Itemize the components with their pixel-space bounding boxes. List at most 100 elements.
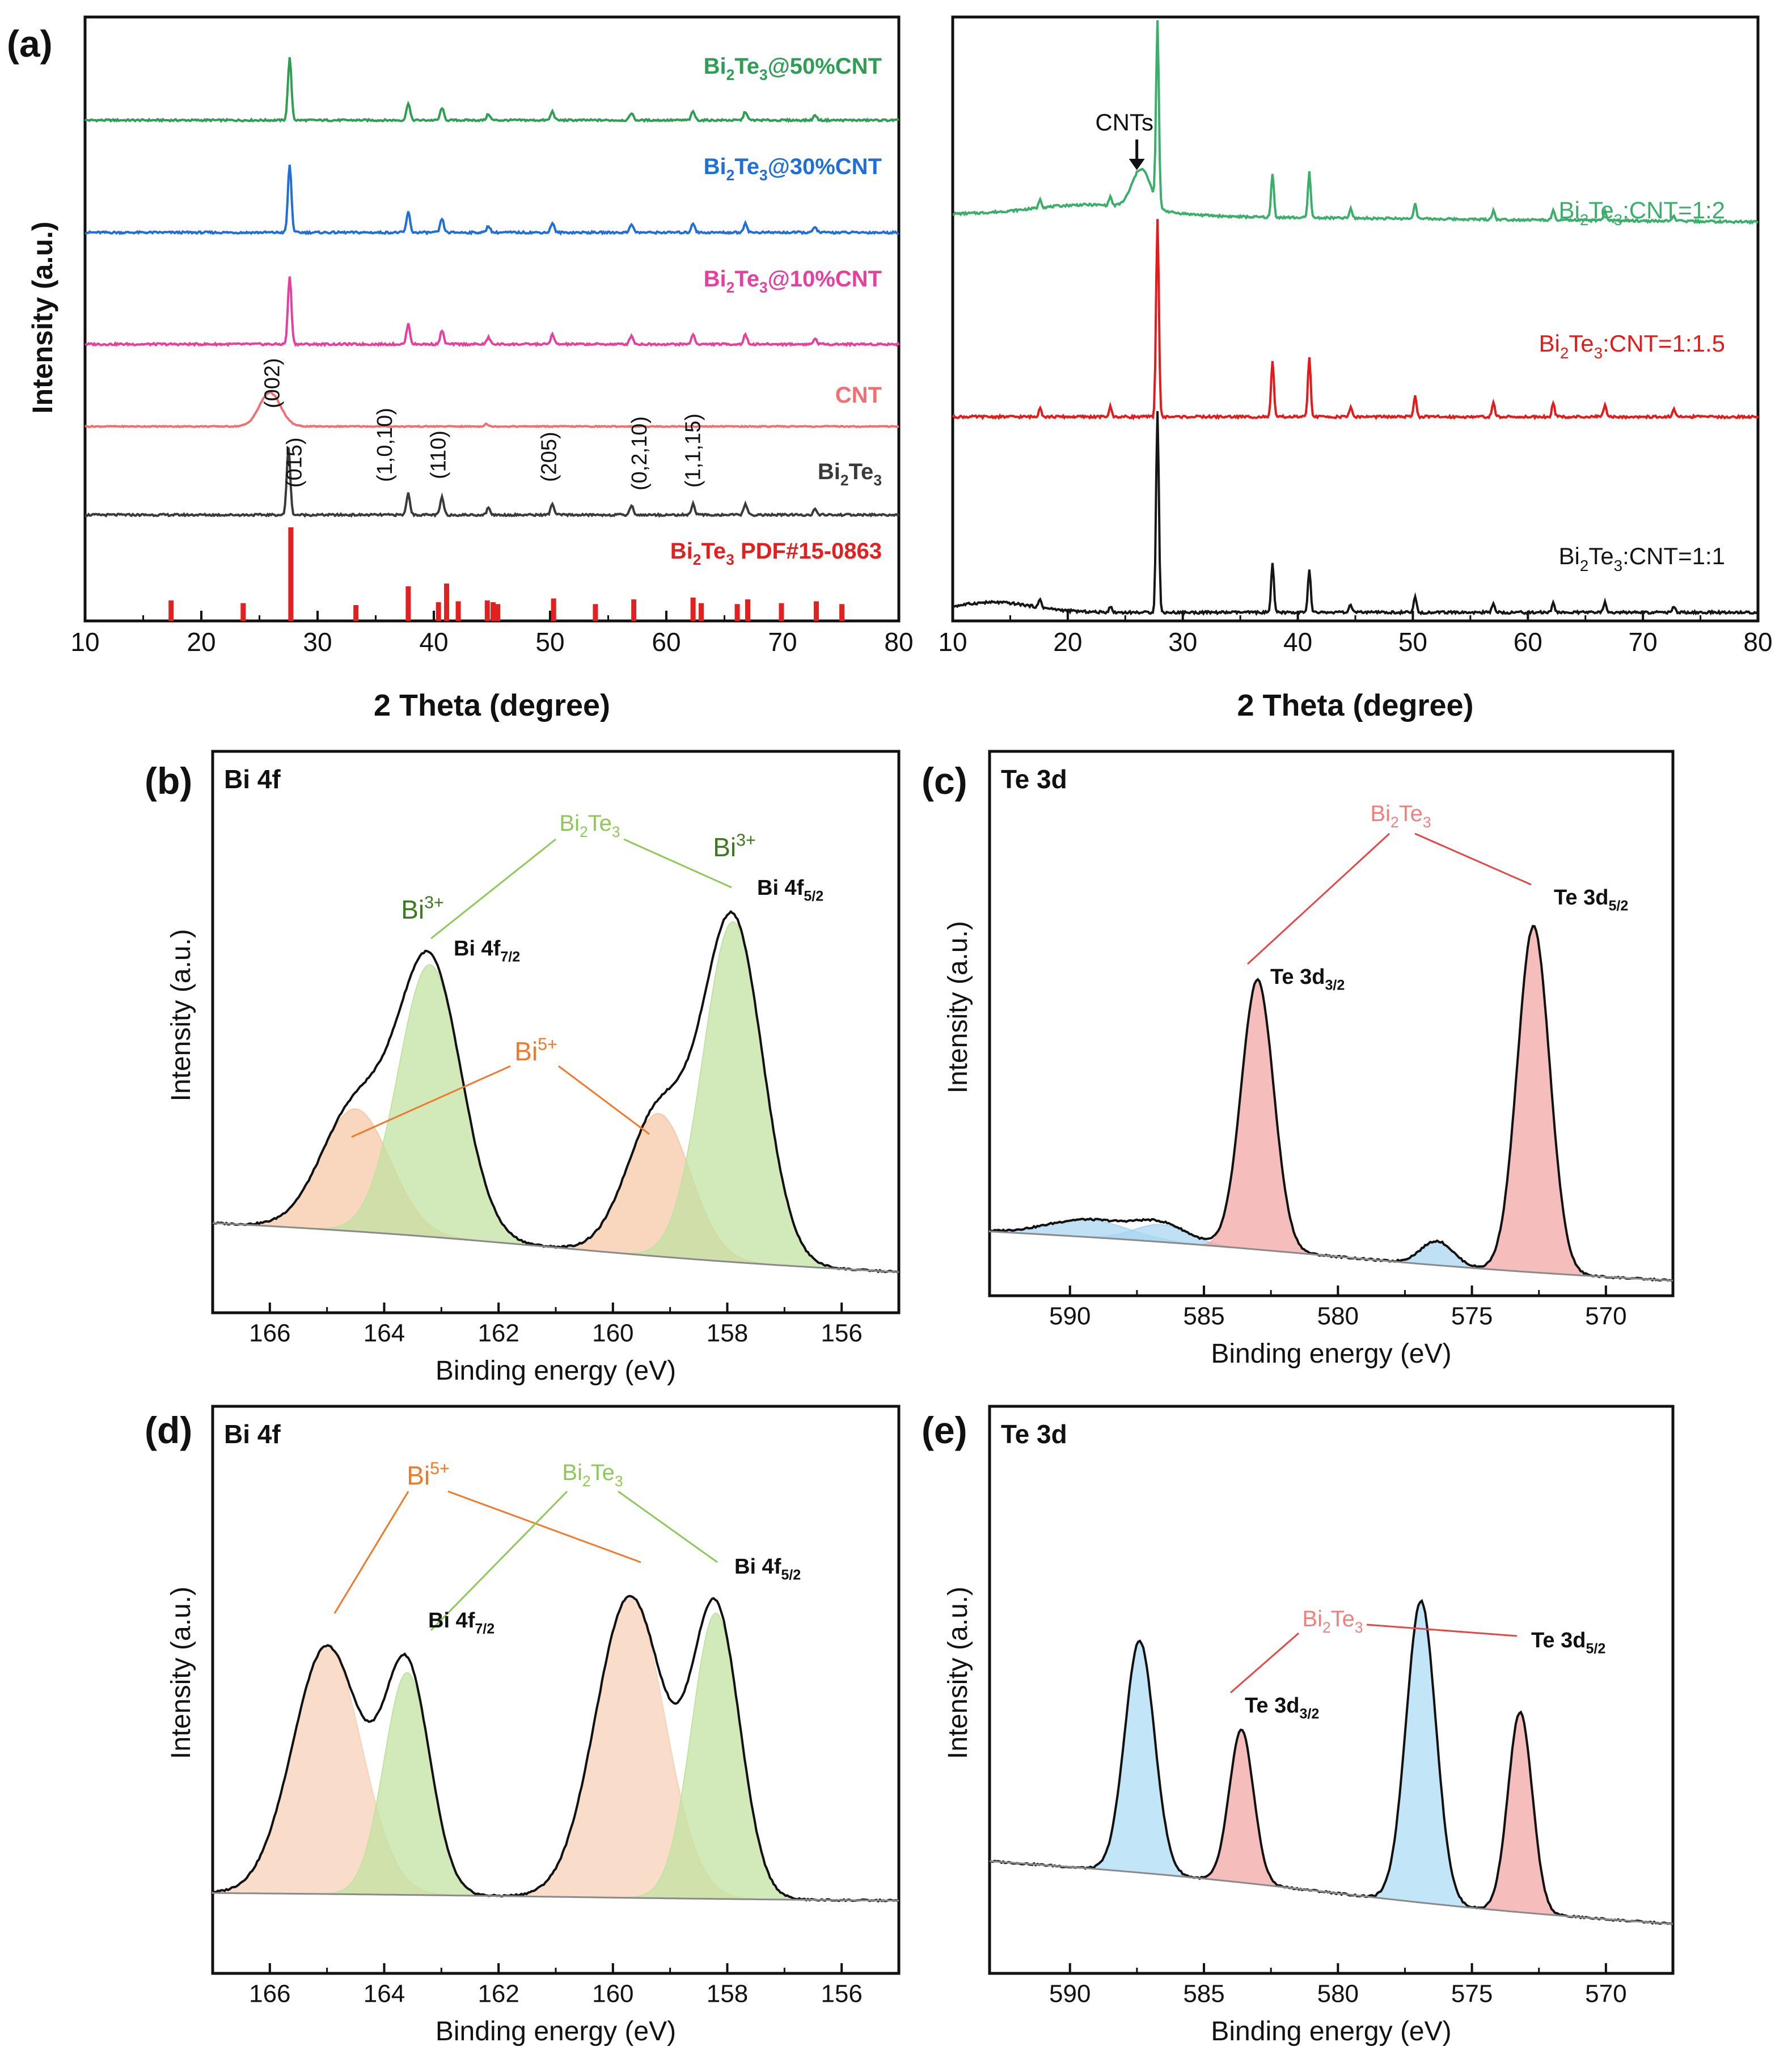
xps-d-group-label: Bi2​Te3​ [562, 1460, 623, 1490]
xrd-a-left-series-label-part: Te [849, 459, 874, 484]
xrd-a-right-xlabel: 2 Theta (degree) [1237, 688, 1473, 722]
xrd-a-left-series-label: Bi2​Te3​@30%CNT [704, 154, 882, 184]
xrd-a-right-series-label-part: Te [1588, 197, 1613, 223]
xrd-a-right-series-label: Bi2​Te3​:CNT=1:1 [1559, 543, 1725, 574]
xps-d-xtick-label: 160 [592, 1980, 633, 2008]
xrd-a-right-xtick-label: 30 [1168, 627, 1197, 657]
xps-b-group-label-part: 2 [580, 823, 588, 840]
xrd-a-left-series-label: Bi2​Te3​ [818, 459, 882, 489]
xps-d-xtick-label: 156 [821, 1980, 862, 2008]
xps-b-ox5-label: Bi5+​ [514, 1035, 557, 1066]
xrd-a-left-hkl-label: (0,2,10) [628, 416, 652, 491]
xps-d-peak2-label-part: 5/2 [781, 1567, 801, 1583]
xps-e-peak1-label: Te 3d3/2​ [1245, 1694, 1319, 1722]
xps-d-ylabel: Intensity (a.u.) [166, 1587, 196, 1759]
xrd-a-left-series-label-part: Te [734, 54, 759, 79]
xps-e-panel-label: (e) [922, 1409, 967, 1451]
xps-e-xtick-label: 590 [1049, 1980, 1091, 2008]
xps-b-group-label: Bi2​Te3​ [559, 811, 620, 840]
xps-b-xtick-label: 160 [592, 1320, 633, 1347]
xrd-a-left-xtick-label: 60 [652, 627, 681, 657]
xps-e-background-line [989, 1860, 1673, 1925]
xps-b-leader [430, 838, 556, 940]
xrd-a-left-series-label: CNT [835, 383, 882, 408]
xrd-a-right-series-label: Bi2​Te3​:CNT=1:1.5 [1539, 330, 1726, 362]
xrd-a-left-series-label-part: Bi [704, 267, 726, 291]
xrd-a-right-xtick-label: 10 [938, 627, 967, 657]
xps-e-xtick-label: 570 [1585, 1980, 1626, 2008]
xrd-a-left-series-label-part: Te [734, 154, 759, 179]
xrd-a-left-xtick-label: 50 [535, 627, 564, 657]
xrd-a-left-series-label-part: @50%CNT [768, 54, 882, 79]
xps-d-title: Bi 4f [224, 1419, 281, 1449]
xrd-a-right-series-label-part: Te [1569, 330, 1594, 357]
xrd-a-right-series-line [952, 411, 1759, 616]
xrd-a-right-frame [951, 15, 1760, 623]
xps-d-xtick-label: 164 [364, 1980, 405, 2008]
xrd-a-left-series-label-part: Bi [704, 154, 726, 179]
xps-c-peak1-label: Te 3d3/2​ [1270, 965, 1345, 993]
xrd-a-left-series-label-part: 2 [726, 167, 735, 184]
xps-e-peak1-label-part: 3/2 [1299, 1706, 1319, 1722]
xps-d-xtick-label: 162 [477, 1980, 519, 2008]
xrd-a-left-series-label-part: Bi [704, 54, 726, 79]
xrd-a-left-reference-label: Bi2​Te3​ PDF#15-0863 [670, 539, 882, 568]
xps-d-leader [430, 1490, 568, 1631]
xps-b-peak1-label-part: 7/2 [500, 949, 520, 965]
xrd-a-right-xtick-label: 40 [1283, 627, 1312, 657]
xps-c-xtick-label: 570 [1585, 1303, 1626, 1330]
xrd-a-panel-label: (a) [7, 23, 53, 65]
xps-d-ox5-label: Bi5+​ [407, 1460, 450, 1490]
xps-b-ox3-label-part: 3+ [424, 894, 444, 912]
xps-d-xtick-label: 166 [249, 1980, 290, 2008]
xrd-a-left-series-label-part: @30%CNT [768, 154, 882, 179]
xps-b-ox5-leader [558, 1065, 650, 1135]
xps-e-peak2-label-part: 5/2 [1586, 1641, 1605, 1657]
xps-e-title: Te 3d [1001, 1419, 1067, 1449]
xrd-a-left-reference-label-part: PDF#15-0863 [734, 539, 882, 564]
xrd-a-left-hkl-label: (002) [260, 358, 284, 408]
xrd-a-left-ylabel: Intensity (a.u.) [27, 222, 58, 414]
xrd-a-right-series-label-part: :CNT=1:1.5 [1603, 330, 1725, 357]
xps-d-group-label-part: Te [591, 1460, 615, 1485]
xps-e-group-label-part: Bi [1302, 1606, 1322, 1631]
xps-c-group-label: Bi2​Te3​ [1370, 801, 1431, 831]
xrd-a-right-xtick-label: 80 [1743, 627, 1772, 657]
xps-e-xtick-label: 575 [1451, 1980, 1493, 2008]
xps-c-group-label-part: Te [1399, 801, 1423, 826]
xps-e-leader [1230, 1632, 1299, 1694]
xps-e-xlabel: Binding energy (eV) [1211, 2016, 1451, 2047]
xps-e-component-peak [989, 1640, 1673, 1925]
xps-c-title: Te 3d [1001, 764, 1067, 794]
xps-d-background-line [213, 1892, 899, 1902]
xrd-a-right-cnts-arrow-head [1129, 159, 1145, 170]
xps-c-ylabel: Intensity (a.u.) [943, 921, 973, 1093]
xrd-a-left-series-label-part: 2 [726, 279, 735, 296]
xps-b-title: Bi 4f [224, 764, 281, 794]
xps-c-xlabel: Binding energy (eV) [1211, 1339, 1451, 1369]
xps-c-xtick-label: 575 [1451, 1303, 1493, 1330]
xps-c-peak2-label: Te 3d5/2​ [1554, 886, 1628, 914]
xps-b-panel-label: (b) [145, 760, 192, 802]
xrd-a-left-series-label-part: 2 [840, 472, 849, 489]
xps-e-frame [988, 1405, 1675, 1975]
xps-b-ox3-label-part: Bi [713, 832, 736, 862]
xrd-a-left-series-line [84, 391, 899, 429]
xrd-a-right-series-label-part: Te [1588, 543, 1613, 569]
xps-d-peak1-label-part: 7/2 [475, 1621, 495, 1637]
xps-e-group-label: Bi2​Te3​ [1302, 1606, 1363, 1636]
xrd-a-left-xtick-label: 20 [187, 627, 215, 657]
xrd-a-left-reference-label-part: Bi [670, 539, 693, 564]
xps-c-background-line [989, 1231, 1673, 1282]
xps-e-xtick-label: 580 [1317, 1980, 1359, 2008]
xps-b-peak2-label-part: Bi 4f [757, 876, 804, 900]
xps-b-group-label-part: Bi [559, 811, 580, 836]
xps-b-xtick-label: 162 [477, 1320, 519, 1347]
xrd-a-right-series-line [953, 20, 1759, 225]
xrd-a-left-xtick-label: 70 [768, 627, 797, 657]
xrd-a-left-xlabel: 2 Theta (degree) [374, 688, 610, 722]
xrd-a-left-hkl-label: (205) [537, 432, 561, 482]
xps-b-group-label-part: Te [588, 811, 612, 836]
xps-e-xtick-label: 585 [1183, 1980, 1224, 2008]
xps-b-ox5-label-part: 5+ [538, 1035, 557, 1054]
